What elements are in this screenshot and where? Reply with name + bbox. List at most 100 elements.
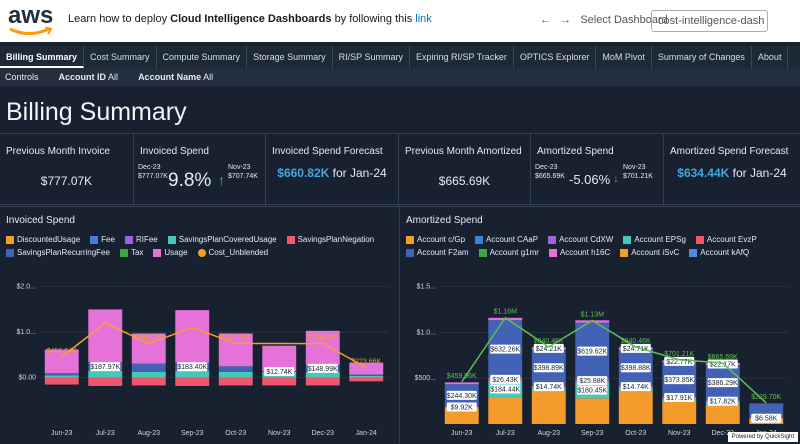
legend-swatch — [696, 236, 704, 244]
x-tick-label: Sep-23 — [581, 430, 604, 437]
controls-label[interactable]: Controls — [5, 72, 39, 82]
tab[interactable]: Storage Summary — [247, 46, 333, 68]
x-tick-label: Sep-23 — [181, 430, 204, 437]
legend-swatch — [287, 236, 295, 244]
header: aws Learn how to deploy Cloud Intelligen… — [0, 0, 800, 42]
select-value: cost-intelligence-dash — [658, 15, 764, 27]
tab[interactable]: Summary of Changes — [652, 46, 752, 68]
legend-item: Account h16C — [549, 248, 610, 257]
legend-swatch — [548, 236, 556, 244]
legend-swatch — [620, 249, 628, 257]
line-label: $749.73K — [221, 335, 251, 342]
tab[interactable]: Expiring RI/SP Tracker — [410, 46, 514, 68]
legend-label: SavingsPlanRecurringFee — [17, 248, 110, 257]
back-arrow[interactable]: ← — [540, 14, 551, 26]
y-tick-label: $0.00 — [18, 375, 36, 382]
tab[interactable]: Cost Summary — [84, 46, 157, 68]
x-tick-label: Jan-24 — [356, 430, 378, 437]
bar-segment — [175, 310, 209, 362]
tab[interactable]: OPTICS Explorer — [514, 46, 597, 68]
bar-segment — [575, 398, 609, 424]
legend-swatch — [120, 249, 128, 257]
legend-swatch — [6, 236, 14, 244]
legend-label: Account EPSg — [634, 235, 686, 244]
link[interactable]: link — [415, 13, 432, 25]
sheet-title: Billing Summary — [6, 98, 187, 127]
x-tick-label: Oct-23 — [625, 430, 646, 437]
line-label: $1.13M — [581, 311, 605, 318]
legend-label: Account g1mr — [490, 248, 539, 257]
legend-swatch — [479, 249, 487, 257]
kpi-change: 9.8% — [168, 170, 211, 192]
bar-segment — [488, 397, 522, 424]
legend-item: DiscountedUsage — [6, 235, 80, 244]
x-tick-label: Jun-23 — [451, 430, 473, 437]
kpi-value: $665.69K — [399, 174, 530, 188]
legend-label: Tax — [131, 248, 143, 257]
bar-segment — [175, 378, 209, 386]
legend-swatch — [475, 236, 483, 244]
legend-swatch — [90, 236, 98, 244]
x-tick-label: Jul-23 — [96, 430, 115, 437]
kpi-title: Amortized Spend — [537, 146, 657, 157]
legend-item: Account CdXW — [548, 235, 613, 244]
chart-title: Amortized Spend — [406, 215, 483, 226]
data-label: $184.44K — [490, 386, 520, 393]
data-label: $398.88K — [621, 365, 651, 372]
data-label: $619.62K — [577, 349, 607, 356]
line-label: $840.46K — [534, 338, 564, 345]
kpi-title: Invoiced Spend — [140, 146, 259, 157]
kpi-value: $777.07K — [0, 174, 133, 188]
bar-segment — [219, 372, 253, 378]
bar-segment — [219, 378, 253, 386]
legend-item: Account CAaP — [475, 235, 538, 244]
data-label: $244.30K — [447, 393, 477, 400]
bar-segment — [45, 378, 79, 385]
tab[interactable]: Billing Summary — [0, 46, 84, 68]
tab[interactable]: About — [752, 46, 789, 68]
kpi-title: Previous Month Amortized ... — [405, 146, 524, 157]
forecast-value: $634.44K — [677, 166, 729, 180]
dashboard-select[interactable]: cost-intelligence-dash — [651, 10, 768, 32]
data-label: $632.26K — [490, 347, 520, 354]
bar-segment — [306, 378, 340, 386]
bar-segment — [132, 372, 166, 378]
line-label: $229.70K — [751, 394, 781, 401]
legend-swatch — [125, 236, 133, 244]
legend-item: SavingsPlanNegation — [287, 235, 375, 244]
data-label: $14.74K — [623, 384, 649, 391]
legend-item: Fee — [90, 235, 115, 244]
bar-segment — [662, 401, 696, 424]
legend-label: SavingsPlanCoveredUsage — [179, 235, 277, 244]
forecast-suffix: for Jan-24 — [333, 166, 387, 180]
legend-swatch — [549, 249, 557, 257]
tab[interactable]: MoM Pivot — [596, 46, 652, 68]
data-label: $26.43K — [492, 377, 518, 384]
data-label: $373.85K — [664, 377, 694, 384]
kpi: Previous Month Invoice$777.07K — [0, 134, 133, 206]
forward-arrow[interactable]: → — [560, 14, 571, 26]
kpi-title: Amortized Spend Forecast — [670, 146, 794, 157]
filter[interactable]: Account ID All — [59, 72, 119, 82]
legend-label: Account CdXW — [559, 235, 613, 244]
tab[interactable]: RI/SP Summary — [333, 46, 410, 68]
legend-swatch — [6, 249, 14, 257]
y-tick-label: $2.0... — [17, 284, 37, 291]
data-label: $187.97K — [90, 364, 120, 371]
period: Dec-23 — [535, 164, 558, 171]
data-label: $6.58K — [755, 416, 778, 423]
filter[interactable]: Account Name All — [138, 72, 213, 82]
x-tick-label: Dec-23 — [311, 430, 334, 437]
bar-segment — [132, 378, 166, 386]
bar-segment — [349, 378, 383, 382]
bar-segment — [262, 378, 296, 386]
x-tick-label: Jul-23 — [496, 430, 515, 437]
legend-item: Account g1mr — [479, 248, 539, 257]
bar-segment — [349, 376, 383, 378]
legend-label: Account CAaP — [486, 235, 538, 244]
tab[interactable]: Compute Summary — [157, 46, 248, 68]
